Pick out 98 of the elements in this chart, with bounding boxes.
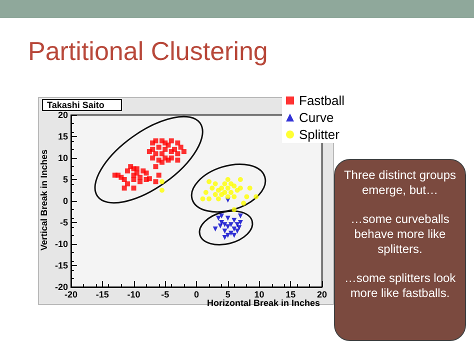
point [206, 196, 212, 202]
point [225, 216, 230, 221]
point [218, 223, 223, 228]
point [238, 220, 243, 225]
point [238, 186, 243, 191]
point [212, 192, 218, 198]
point [203, 190, 208, 195]
point [131, 186, 136, 191]
point [232, 183, 237, 188]
x-tick-label: 15 [286, 290, 296, 300]
point [138, 179, 143, 184]
point [146, 149, 152, 154]
point [200, 196, 206, 202]
point [222, 181, 228, 186]
point [238, 177, 243, 182]
x-tick-label: -15 [96, 290, 109, 300]
point [232, 218, 237, 223]
y-tick-label: -15 [54, 260, 68, 270]
point [241, 200, 246, 206]
point [222, 235, 228, 240]
point [178, 144, 184, 150]
point [219, 214, 224, 219]
point [153, 164, 158, 170]
y-tick-label: -5 [60, 218, 68, 228]
x-tick-label: -10 [127, 290, 140, 300]
point [222, 228, 228, 234]
point [156, 172, 162, 178]
x-tick-label: 10 [254, 290, 264, 300]
point [212, 226, 218, 232]
x-tick-label: 20 [316, 290, 328, 300]
point [144, 170, 149, 176]
point [175, 140, 180, 146]
point [206, 179, 212, 184]
y-tick-label: 20 [58, 110, 68, 120]
chart-subtitle: Takashi Saito [42, 99, 122, 111]
point [210, 186, 215, 191]
point [216, 196, 221, 202]
point [162, 140, 168, 146]
point [153, 179, 158, 184]
point [159, 188, 164, 193]
point [181, 149, 186, 154]
point [225, 224, 230, 230]
point [172, 146, 178, 152]
text: …some curveballs behave more like splitters. [350, 212, 450, 257]
point [153, 138, 158, 144]
y-tick-label: -20 [54, 282, 68, 292]
y-tick-label: 0 [62, 196, 68, 206]
point [236, 225, 242, 230]
y-tick-label: -10 [54, 239, 68, 249]
point [118, 174, 124, 180]
point [124, 181, 130, 186]
x-tick-label: -5 [161, 290, 170, 300]
text: Three distinct groups emerge, but… [342, 168, 458, 198]
point [166, 158, 171, 163]
point [244, 194, 250, 200]
point [156, 144, 162, 150]
point [131, 177, 136, 182]
point [219, 220, 224, 225]
point [225, 177, 230, 182]
point [216, 216, 221, 221]
point [153, 151, 158, 156]
y-axis-title: Vertical Break in Inches [39, 149, 49, 251]
point [232, 194, 237, 200]
point [232, 232, 237, 238]
point [146, 176, 152, 182]
y-tick-label: 15 [58, 132, 68, 142]
point [159, 160, 164, 165]
point [254, 194, 259, 200]
point [175, 151, 180, 156]
point [168, 138, 174, 144]
legend-label: Fastball [299, 93, 345, 108]
point [219, 186, 224, 191]
point [228, 222, 234, 228]
legend-label: Curve [299, 110, 334, 125]
text: …some splitters look more like fastballs. [343, 271, 457, 301]
y-tick-label: 5 [62, 174, 68, 184]
point [225, 186, 230, 191]
point [134, 166, 140, 172]
point [150, 156, 156, 160]
point [225, 194, 230, 200]
point [175, 158, 180, 163]
point [232, 207, 237, 212]
point [228, 190, 234, 195]
x-tick-label: 0 [194, 290, 200, 300]
point [238, 214, 243, 219]
point [162, 146, 168, 152]
point [159, 179, 164, 184]
chart-title: Partitional Clustering [28, 36, 268, 67]
y-tick-label: 10 [58, 153, 68, 163]
point [222, 222, 228, 228]
point [247, 186, 252, 191]
point [124, 168, 130, 174]
legend-label: Splitter [299, 127, 340, 142]
point [122, 186, 127, 191]
point [212, 181, 218, 186]
x-tick-label: 5 [225, 290, 230, 300]
point [222, 190, 228, 195]
x-axis-title: Horizontal Break in Inches [206, 298, 320, 308]
